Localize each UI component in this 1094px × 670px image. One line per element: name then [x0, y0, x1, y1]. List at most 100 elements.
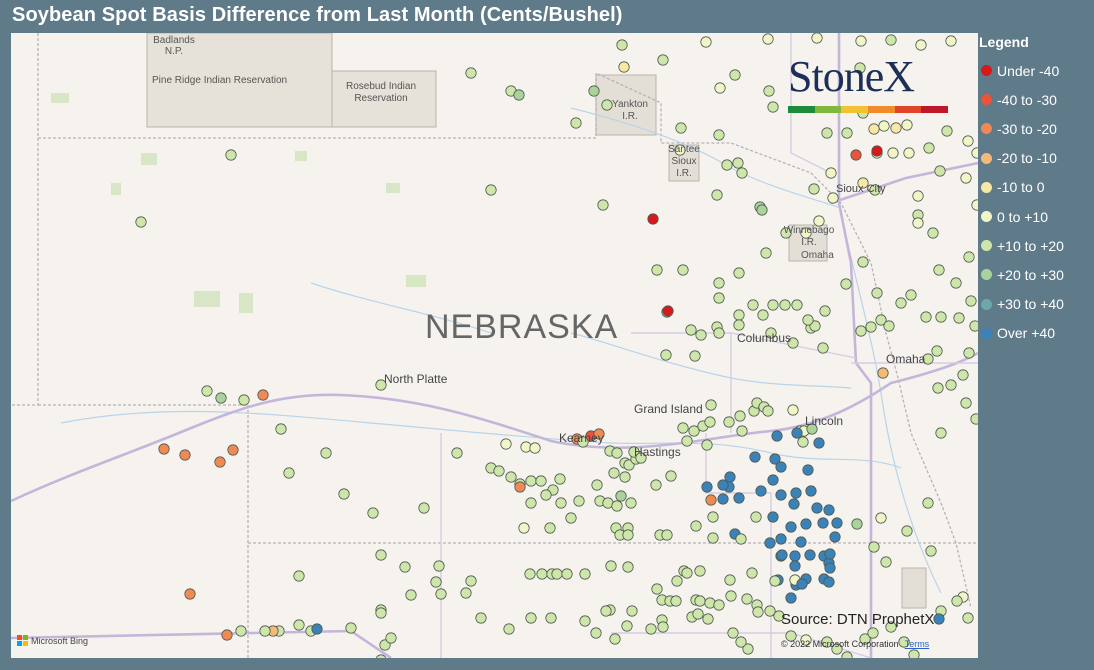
basis-point-marker[interactable]: [700, 36, 712, 48]
basis-point-marker[interactable]: [800, 227, 812, 239]
basis-point-marker[interactable]: [805, 485, 817, 497]
basis-point-marker[interactable]: [513, 89, 525, 101]
basis-point-marker[interactable]: [622, 529, 634, 541]
basis-point-marker[interactable]: [865, 321, 877, 333]
basis-point-marker[interactable]: [733, 492, 745, 504]
basis-point-marker[interactable]: [701, 439, 713, 451]
basis-point-marker[interactable]: [688, 425, 700, 437]
basis-point-marker[interactable]: [802, 464, 814, 476]
basis-point-marker[interactable]: [465, 67, 477, 79]
basis-point-marker[interactable]: [579, 568, 591, 580]
basis-point-marker[interactable]: [750, 511, 762, 523]
basis-point-marker[interactable]: [561, 568, 573, 580]
basis-point-marker[interactable]: [971, 199, 978, 211]
basis-point-marker[interactable]: [524, 568, 536, 580]
basis-point-marker[interactable]: [791, 427, 803, 439]
terms-link[interactable]: Terms: [904, 639, 930, 649]
basis-point-marker[interactable]: [705, 494, 717, 506]
basis-point-marker[interactable]: [855, 35, 867, 47]
basis-point-marker[interactable]: [375, 379, 387, 391]
basis-point-marker[interactable]: [733, 319, 745, 331]
basis-point-marker[interactable]: [871, 145, 883, 157]
basis-point-marker[interactable]: [776, 549, 788, 561]
basis-point-marker[interactable]: [934, 165, 946, 177]
basis-point-marker[interactable]: [694, 595, 706, 607]
basis-point-marker[interactable]: [920, 311, 932, 323]
basis-point-marker[interactable]: [690, 520, 702, 532]
basis-point-marker[interactable]: [275, 423, 287, 435]
basis-point-marker[interactable]: [808, 183, 820, 195]
basis-point-marker[interactable]: [905, 289, 917, 301]
basis-point-marker[interactable]: [789, 560, 801, 572]
basis-point-marker[interactable]: [787, 404, 799, 416]
basis-point-marker[interactable]: [670, 595, 682, 607]
basis-point-marker[interactable]: [885, 621, 897, 633]
basis-point-marker[interactable]: [735, 636, 747, 648]
basis-point-marker[interactable]: [713, 129, 725, 141]
basis-point-marker[interactable]: [503, 623, 515, 635]
basis-point-marker[interactable]: [535, 475, 547, 487]
basis-point-marker[interactable]: [831, 643, 843, 655]
basis-point-marker[interactable]: [871, 287, 883, 299]
basis-point-marker[interactable]: [829, 531, 841, 543]
basis-point-marker[interactable]: [970, 413, 978, 425]
basis-point-marker[interactable]: [765, 327, 777, 339]
basis-point-marker[interactable]: [227, 444, 239, 456]
basis-point-marker[interactable]: [221, 629, 233, 641]
basis-point-marker[interactable]: [675, 122, 687, 134]
basis-point-marker[interactable]: [665, 470, 677, 482]
basis-point-marker[interactable]: [238, 394, 250, 406]
basis-point-marker[interactable]: [723, 416, 735, 428]
basis-point-marker[interactable]: [635, 452, 647, 464]
basis-point-marker[interactable]: [465, 575, 477, 587]
basis-point-marker[interactable]: [854, 62, 866, 74]
basis-point-marker[interactable]: [733, 309, 745, 321]
basis-point-marker[interactable]: [831, 517, 843, 529]
basis-point-marker[interactable]: [878, 120, 890, 132]
basis-point-marker[interactable]: [883, 320, 895, 332]
basis-point-marker[interactable]: [857, 177, 869, 189]
basis-point-marker[interactable]: [645, 623, 657, 635]
basis-point-marker[interactable]: [451, 447, 463, 459]
basis-point-marker[interactable]: [841, 127, 853, 139]
basis-point-marker[interactable]: [823, 576, 835, 588]
basis-point-marker[interactable]: [235, 625, 247, 637]
basis-point-marker[interactable]: [505, 471, 517, 483]
basis-point-marker[interactable]: [717, 493, 729, 505]
basis-point-marker[interactable]: [545, 612, 557, 624]
basis-point-marker[interactable]: [135, 216, 147, 228]
basis-point-marker[interactable]: [760, 247, 772, 259]
basis-point-marker[interactable]: [375, 549, 387, 561]
basis-point-marker[interactable]: [791, 299, 803, 311]
basis-point-marker[interactable]: [681, 567, 693, 579]
basis-point-marker[interactable]: [257, 389, 269, 401]
basis-point-marker[interactable]: [945, 379, 957, 391]
basis-point-marker[interactable]: [657, 621, 669, 633]
basis-point-marker[interactable]: [797, 436, 809, 448]
basis-point-marker[interactable]: [399, 561, 411, 573]
basis-point-marker[interactable]: [674, 144, 686, 156]
basis-point-marker[interactable]: [184, 588, 196, 600]
basis-point-marker[interactable]: [525, 612, 537, 624]
basis-point-marker[interactable]: [677, 264, 689, 276]
basis-point-marker[interactable]: [460, 587, 472, 599]
basis-point-marker[interactable]: [756, 204, 768, 216]
basis-point-marker[interactable]: [790, 487, 802, 499]
basis-point-marker[interactable]: [824, 548, 836, 560]
basis-point-marker[interactable]: [957, 369, 969, 381]
basis-point-marker[interactable]: [616, 39, 628, 51]
basis-point-marker[interactable]: [819, 305, 831, 317]
basis-point-marker[interactable]: [201, 385, 213, 397]
basis-point-marker[interactable]: [741, 593, 753, 605]
basis-point-marker[interactable]: [375, 654, 387, 658]
basis-point-marker[interactable]: [600, 605, 612, 617]
basis-point-marker[interactable]: [927, 227, 939, 239]
basis-point-marker[interactable]: [540, 489, 552, 501]
basis-point-marker[interactable]: [671, 575, 683, 587]
basis-point-marker[interactable]: [570, 117, 582, 129]
basis-point-marker[interactable]: [795, 536, 807, 548]
basis-point-marker[interactable]: [787, 337, 799, 349]
basis-point-marker[interactable]: [685, 324, 697, 336]
basis-point-marker[interactable]: [514, 481, 526, 493]
basis-point-marker[interactable]: [962, 612, 974, 624]
